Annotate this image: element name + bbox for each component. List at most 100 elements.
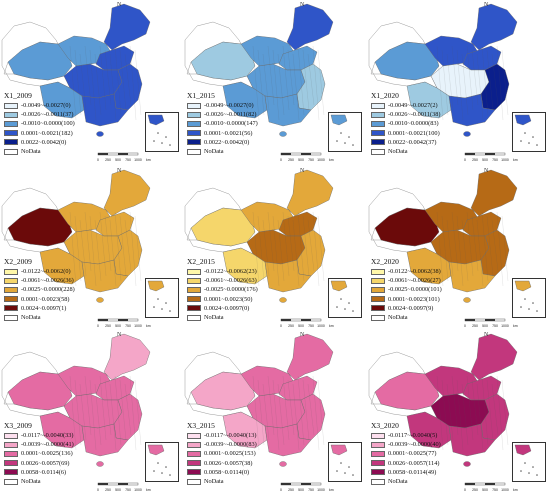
- region-ne: [470, 333, 518, 381]
- region-nw: [7, 207, 73, 247]
- legend-swatch: [371, 120, 385, 127]
- legend-swatch: [187, 130, 201, 137]
- legend-entry: 0.0001~0.0021(56): [187, 129, 258, 138]
- scale-bar: 0 250 500 750 1000 km: [464, 318, 518, 328]
- legend-entry: -0.0010~0.0000(100): [4, 119, 75, 128]
- legend-entry: NoData: [4, 477, 74, 486]
- scale-tick-label: 1000: [501, 324, 509, 328]
- region-nw: [7, 371, 73, 411]
- legend-swatch: [371, 111, 385, 118]
- map-panel: N X1_2009 -0.0049~-0.0027(0) -0.0026~-0.001…: [0, 0, 183, 165]
- legend-entry: 0.0001~0.0021(182): [4, 129, 75, 138]
- scale-tick-label: 0: [97, 324, 99, 328]
- legend-label: -0.0061~-0.0026(63): [204, 277, 257, 285]
- county-boundaries: [436, 211, 509, 287]
- legend-label: NoData: [388, 148, 408, 156]
- scale-tick-label: 750: [125, 488, 131, 492]
- legend-label: 0.0001~0.0025(153): [204, 450, 256, 458]
- inset-map: [330, 280, 354, 312]
- scale-tick-label: 500: [298, 488, 304, 492]
- map-title: X3_2009: [4, 421, 32, 430]
- island-region: [463, 297, 471, 303]
- legend-swatch: [371, 441, 385, 448]
- south-sea-inset: [145, 112, 179, 152]
- region-ne: [103, 333, 151, 381]
- legend-label: 0.0058~0.0114(49): [388, 468, 437, 476]
- scale-tick-label: 250: [472, 488, 478, 492]
- legend-entry: 0.0026~0.0057(38): [187, 459, 257, 468]
- legend-entry: 0.0058~0.0114(49): [371, 468, 441, 477]
- legend-swatch: [4, 314, 18, 321]
- legend-entry: 0.0001~0.0023(50): [187, 295, 258, 304]
- legend-label: -0.0049~-0.0027(2): [388, 102, 438, 110]
- choropleth-map: [184, 333, 334, 467]
- legend-swatch: [187, 432, 201, 439]
- legend-swatch: [187, 296, 201, 303]
- legend-entry: -0.0061~-0.0026(36): [4, 276, 75, 285]
- legend-label: -0.0039~-0.0000(40): [388, 441, 441, 449]
- legend-entry: 0.0024~0.0097(9): [371, 304, 442, 313]
- south-sea-inset: [145, 442, 179, 482]
- county-boundaries: [69, 375, 142, 451]
- legend-swatch: [4, 120, 18, 127]
- scale-bar: 0 250 500 750 1000 km: [97, 152, 151, 162]
- inset-map: [330, 114, 354, 146]
- choropleth-map: [1, 169, 151, 303]
- scale-tick-label: 250: [288, 324, 294, 328]
- legend-entry: NoData: [371, 147, 441, 156]
- island-region: [463, 461, 471, 467]
- inset-map: [147, 444, 171, 476]
- legend-label: -0.0061~-0.0026(36): [21, 277, 74, 285]
- legend-swatch: [371, 478, 385, 485]
- legend-swatch: [371, 305, 385, 312]
- scale-tick-label: 250: [472, 324, 478, 328]
- legend-label: -0.0117~-0.0040(33): [21, 432, 74, 440]
- region-nw: [190, 41, 256, 81]
- map-panel: N X3_2009 -0.0117~-0.0040(33) -0.0039~-0.00…: [0, 330, 183, 495]
- island-region: [279, 131, 287, 137]
- region-south: [264, 423, 312, 457]
- map-legend: -0.0122~-0.0062(38) -0.0061~-0.0026(27) -0…: [371, 267, 442, 322]
- scale-tick-label: 750: [492, 158, 498, 162]
- north-arrow-icon: N: [117, 2, 122, 8]
- scale-unit-label: km: [513, 158, 518, 162]
- map-panel: N X1_2020 -0.0049~-0.0027(2) -0.0026~-0.001…: [367, 0, 550, 165]
- south-sea-inset: [328, 442, 362, 482]
- legend-swatch: [187, 305, 201, 312]
- south-sea-inset: [512, 278, 546, 318]
- region-east: [480, 393, 510, 441]
- scale-tick-label: 1000: [317, 158, 325, 162]
- region-east: [113, 63, 143, 111]
- legend-swatch: [371, 148, 385, 155]
- legend-swatch: [187, 148, 201, 155]
- scale-tick-label: 0: [280, 158, 282, 162]
- legend-entry: 0.0026~0.0057(114): [371, 459, 441, 468]
- map-panel: N X2_2020 -0.0122~-0.0062(38) -0.0061~-0.00…: [367, 166, 550, 331]
- south-sea-inset: [512, 112, 546, 152]
- map-title: X2_2009: [4, 257, 32, 266]
- map-title: X1_2020: [371, 91, 399, 100]
- region-east: [113, 393, 143, 441]
- legend-entry: -0.0061~-0.0026(27): [371, 276, 442, 285]
- region-ne: [286, 333, 334, 381]
- choropleth-map: [368, 333, 518, 467]
- inset-map: [147, 114, 171, 146]
- scale-unit-label: km: [146, 488, 151, 492]
- legend-label: 0.0001~0.0025(136): [21, 450, 73, 458]
- county-boundaries: [252, 45, 325, 121]
- legend-swatch: [371, 130, 385, 137]
- region-ne: [103, 3, 151, 51]
- legend-label: -0.0122~-0.0062(23): [204, 268, 257, 276]
- map-title: X1_2009: [4, 91, 32, 100]
- region-nw: [190, 207, 256, 247]
- south-sea-inset: [512, 442, 546, 482]
- inset-map: [330, 444, 354, 476]
- legend-entry: -0.0025~0.0000(176): [187, 285, 258, 294]
- north-arrow-icon: N: [117, 168, 122, 174]
- legend-label: 0.0022~0.0042(0): [21, 138, 67, 146]
- legend-label: 0.0026~0.0057(114): [388, 459, 440, 467]
- scale-tick-label: 1000: [501, 158, 509, 162]
- scale-tick-label: 500: [298, 324, 304, 328]
- region-east: [296, 63, 326, 111]
- scale-tick-label: 1000: [317, 324, 325, 328]
